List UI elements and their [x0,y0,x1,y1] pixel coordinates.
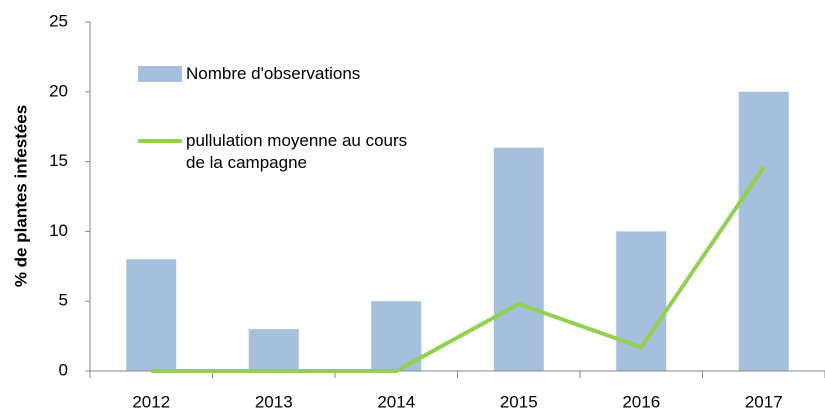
y-tick-label: 0 [59,360,68,379]
x-tick-label: 2013 [255,392,293,408]
x-tick-label: 2015 [500,392,538,408]
legend-label: pullulation moyenne au cours de la campa… [186,131,408,172]
bar [616,231,667,371]
line [151,166,766,373]
legend-item: pullulation moyenne au cours de la campa… [138,130,416,174]
bar [371,301,422,371]
x-tick-label: 2012 [132,392,170,408]
legend-swatch [138,66,182,82]
bar [126,259,177,371]
x-tick-label: 2016 [622,392,660,408]
y-tick-label: 15 [49,151,68,170]
y-tick-label: 5 [59,291,68,310]
y-tick-label: 20 [49,81,68,100]
legend-label: Nombre d'observations [186,64,361,83]
y-axis-label: % de plantes infestées [11,105,30,287]
legend-item: Nombre d'observations [138,63,406,85]
legend-swatch [138,139,182,143]
x-tick-label: 2014 [377,392,415,408]
y-tick-label: 10 [49,221,68,240]
y-tick-label: 25 [49,11,68,30]
bar [493,147,544,371]
bar [248,329,299,371]
x-tick-label: 2017 [745,392,783,408]
bar [738,91,789,372]
